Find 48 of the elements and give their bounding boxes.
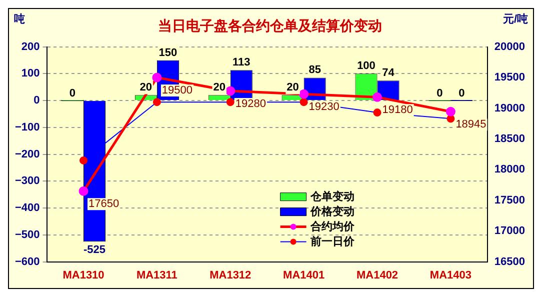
y-tick-label: 0 — [34, 94, 40, 107]
data-label: 19230 — [308, 101, 340, 114]
y-tick-label: −100 — [14, 121, 40, 134]
data-label: 19180 — [382, 104, 413, 116]
x-tick-label: MA1310 — [62, 269, 104, 282]
y2-tick-label: 20000 — [494, 40, 526, 53]
data-label: 0 — [458, 88, 465, 100]
y2-tick-label: 19500 — [494, 72, 526, 84]
y-axis-title: 吨 — [14, 12, 25, 26]
data-label: 18945 — [456, 118, 486, 131]
y2-tick-label: 18000 — [494, 164, 526, 176]
x-tick-label: MA1403 — [430, 269, 472, 282]
y-tick-label: −300 — [14, 175, 40, 188]
x-tick-label: MA1402 — [356, 269, 398, 282]
y2-axis-title: 元/吨 — [502, 12, 528, 26]
y-tick-label: −400 — [14, 202, 40, 214]
x-tick-label: MA1312 — [210, 269, 252, 282]
y2-tick-label: 19000 — [494, 102, 526, 114]
data-label: 85 — [308, 64, 321, 76]
y-tick-label: 200 — [21, 40, 40, 53]
data-label: 74 — [382, 67, 396, 80]
legend-label: 仓单变动 — [309, 190, 354, 203]
legend-label: 价格变动 — [309, 204, 354, 218]
y2-tick-label: 18500 — [494, 132, 526, 145]
legend-label: 合约均价 — [309, 220, 356, 233]
y-tick-label: −500 — [14, 228, 40, 241]
data-label: -525 — [83, 244, 106, 256]
y-tick-label: −200 — [14, 148, 40, 160]
y2-tick-label: 16500 — [494, 256, 526, 268]
y2-tick-label: 17500 — [494, 194, 526, 206]
data-label: 150 — [158, 46, 178, 59]
data-label: 20 — [140, 82, 152, 94]
data-label: 19500 — [162, 84, 193, 97]
chart-title: 当日电子盘各合约仓单及结算价变动 — [158, 17, 382, 34]
data-label: 20 — [286, 82, 299, 94]
data-label: 100 — [357, 60, 376, 72]
data-label: 0 — [69, 88, 76, 100]
y-tick-label: 100 — [21, 68, 40, 80]
data-label: 113 — [232, 56, 250, 69]
x-tick-label: MA1311 — [136, 269, 178, 282]
data-label: 19280 — [235, 98, 266, 110]
data-label: 20 — [213, 82, 226, 94]
legend-label: 前一日价 — [309, 234, 356, 248]
data-label: 0 — [436, 88, 443, 100]
y-tick-label: −600 — [14, 256, 40, 268]
x-tick-label: MA1401 — [283, 269, 325, 282]
y2-tick-label: 17000 — [494, 225, 526, 238]
data-label: 17650 — [88, 198, 120, 210]
